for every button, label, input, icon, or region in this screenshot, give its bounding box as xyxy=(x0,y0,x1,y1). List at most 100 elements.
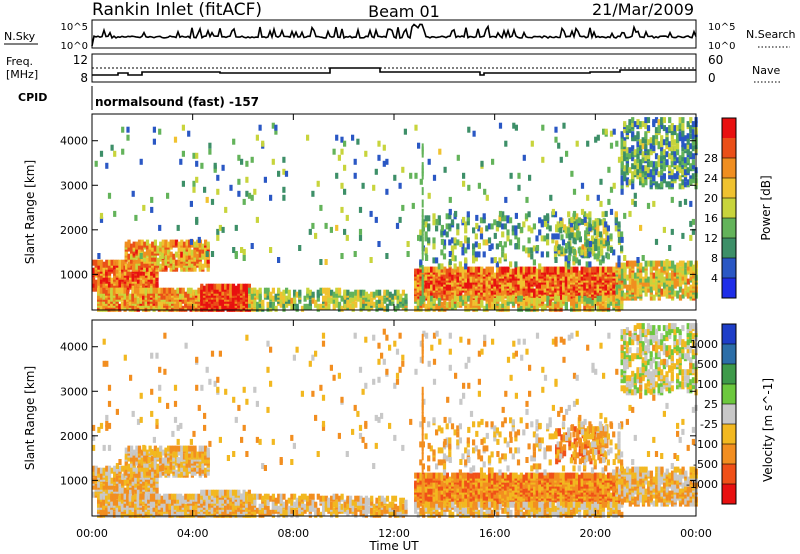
echo-cell xyxy=(113,485,117,492)
echo-cell xyxy=(139,493,143,500)
echo-cell xyxy=(459,284,463,291)
echo-cell xyxy=(572,255,576,262)
echo-cell xyxy=(202,285,207,292)
echo-cell xyxy=(144,485,149,492)
echo-cell xyxy=(641,177,645,184)
echo-cell xyxy=(514,233,518,240)
echo-cell xyxy=(681,169,685,176)
echo-cell xyxy=(671,278,675,285)
echo-cell xyxy=(274,124,278,131)
echo-cell xyxy=(123,293,127,300)
echo-cell xyxy=(681,274,685,281)
echo-cell xyxy=(620,138,624,145)
echo-cell xyxy=(279,297,283,304)
echo-cell xyxy=(192,303,196,310)
echo-cell xyxy=(588,261,592,268)
noise-right-tick-high: 10^5 xyxy=(708,22,735,33)
echo-cell xyxy=(210,251,215,257)
echo-cell xyxy=(271,287,275,294)
echo-cell xyxy=(364,295,368,302)
echo-cell xyxy=(519,292,523,299)
echo-cell xyxy=(607,301,611,308)
echo-cell xyxy=(139,481,143,488)
echo-cell xyxy=(628,147,632,154)
echo-cell xyxy=(437,278,442,285)
echo-cell xyxy=(501,223,505,230)
echo-cell xyxy=(588,221,592,228)
echo-cell xyxy=(617,255,621,262)
echo-cell xyxy=(472,243,476,250)
power-colorbar-tick: 24 xyxy=(704,172,718,185)
echo-cell xyxy=(234,251,238,257)
echo-cell xyxy=(691,159,695,166)
echo-cell xyxy=(456,266,460,273)
echo-cell xyxy=(620,282,624,289)
echo-cell xyxy=(443,272,447,279)
echo-cell xyxy=(514,124,518,131)
echo-cell xyxy=(577,259,581,266)
echo-cell xyxy=(562,274,566,281)
echo-cell xyxy=(652,200,656,207)
echo-cell xyxy=(660,149,664,156)
echo-cell xyxy=(623,121,627,128)
echo-cell xyxy=(134,493,138,500)
echo-cell xyxy=(232,247,236,253)
echo-cell xyxy=(596,134,600,141)
echo-cell xyxy=(596,266,600,273)
echo-cell xyxy=(385,289,390,296)
echo-cell xyxy=(477,251,481,258)
echo-cell xyxy=(646,125,651,132)
echo-cell xyxy=(615,140,619,147)
echo-cell xyxy=(142,479,146,486)
echo-cell xyxy=(588,266,592,273)
echo-cell xyxy=(615,280,619,287)
echo-cell xyxy=(511,268,516,275)
echo-cell xyxy=(686,133,690,140)
echo-cell xyxy=(393,293,398,300)
echo-cell xyxy=(282,168,286,175)
echo-cell xyxy=(406,241,410,247)
echo-cell xyxy=(391,299,395,306)
echo-cell xyxy=(623,155,627,162)
echo-cell xyxy=(92,491,96,498)
echo-cell xyxy=(511,225,515,232)
echo-cell xyxy=(99,511,103,518)
echo-cell xyxy=(186,303,191,310)
echo-cell xyxy=(282,293,286,300)
echo-cell xyxy=(356,138,360,145)
echo-cell xyxy=(506,292,510,299)
echo-cell xyxy=(491,158,495,165)
echo-cell xyxy=(600,242,604,249)
echo-cell xyxy=(442,229,447,236)
echo-cell xyxy=(169,239,173,246)
echo-cell xyxy=(572,284,576,291)
echo-cell xyxy=(620,297,624,304)
echo-cell xyxy=(615,288,619,295)
echo-cell xyxy=(188,239,192,246)
echo-cell xyxy=(421,265,424,273)
echo-cell xyxy=(442,239,447,246)
echo-cell xyxy=(530,247,534,254)
echo-cell xyxy=(691,163,695,170)
echo-cell xyxy=(308,293,312,300)
echo-cell xyxy=(577,217,581,224)
echo-cell xyxy=(221,164,225,171)
echo-cell xyxy=(105,297,109,304)
echo-cell xyxy=(353,172,357,179)
echo-cell xyxy=(293,303,297,310)
echo-cell xyxy=(628,260,632,267)
echo-cell xyxy=(464,221,468,228)
echo-cell xyxy=(615,284,619,291)
echo-cell xyxy=(597,244,601,251)
echo-cell xyxy=(609,266,613,273)
echo-cell xyxy=(127,261,131,268)
echo-cell xyxy=(641,280,646,287)
echo-cell xyxy=(107,297,111,304)
echo-cell xyxy=(636,260,640,267)
echo-cell xyxy=(646,161,651,168)
echo-cell xyxy=(691,228,695,235)
echo-cell xyxy=(152,287,156,294)
echo-cell xyxy=(572,266,576,273)
echo-cell xyxy=(681,278,685,285)
echo-cell xyxy=(647,276,651,283)
